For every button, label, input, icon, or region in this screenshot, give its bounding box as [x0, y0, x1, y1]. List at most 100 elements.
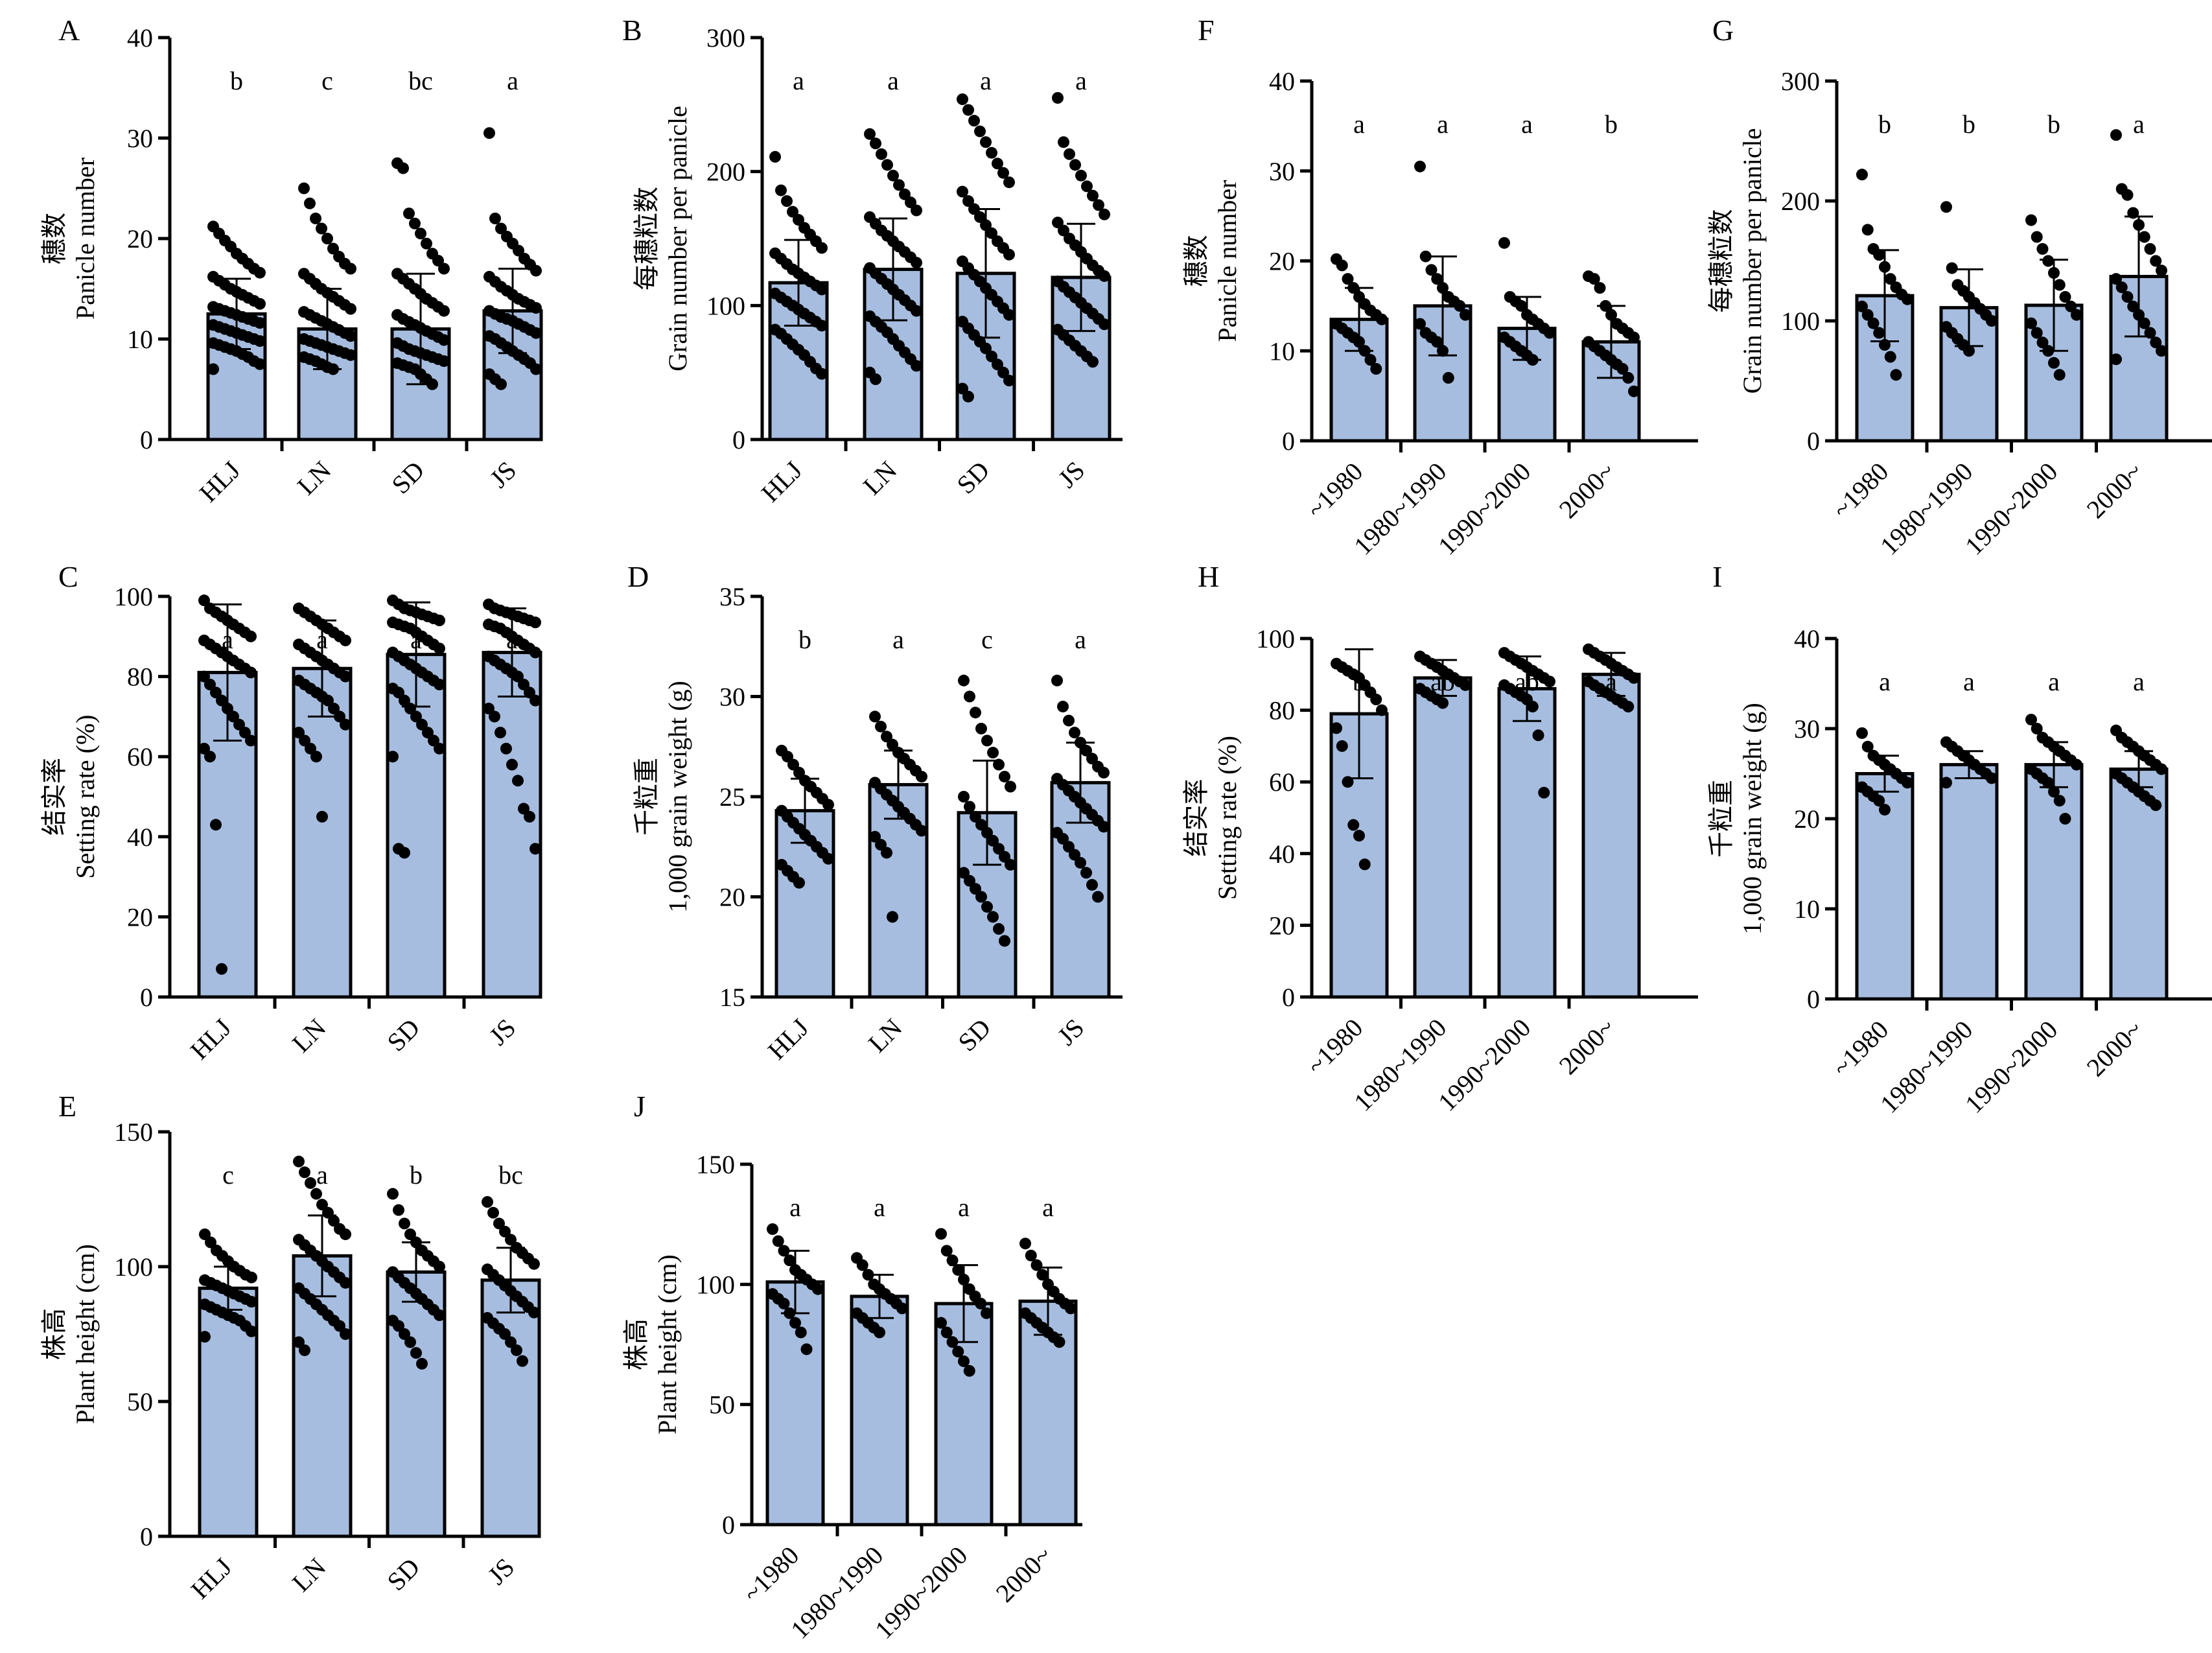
panel-g-data-point [1946, 262, 1958, 274]
panel-a-y-tick-label: 40 [127, 23, 153, 53]
panel-j-category-label: 2000~ [990, 1541, 1058, 1608]
panel-j-data-point [862, 1269, 874, 1281]
panel-g-data-point [1861, 224, 1874, 236]
panel-c-data-point [518, 803, 530, 815]
panel-c-data-point [512, 670, 524, 683]
panel-e-data-point [316, 1199, 328, 1211]
panel-d-data-point [970, 707, 981, 719]
panel-e-data-point [340, 1228, 351, 1241]
panel-d-y-tick-label: 35 [719, 582, 745, 611]
panel-g-ylabel-cn: 每穗粒数 [1706, 209, 1736, 313]
panel-g-data-point [1879, 261, 1891, 273]
panel-g-data-point [1873, 249, 1885, 261]
panel-j-ylabel: Plant height (cm) [653, 1254, 682, 1435]
panel-e-data-point [482, 1196, 493, 1208]
panel-b-data-point [816, 368, 828, 380]
panel-d-data-point [1098, 766, 1110, 779]
panel-b-data-point [1099, 208, 1110, 220]
panel-j-data-point [952, 1346, 964, 1358]
panel-a-significance-letter: bc [408, 66, 433, 95]
panel-b-data-point [1058, 224, 1069, 237]
panel-c-data-point [299, 734, 310, 747]
panel-c-data-point [245, 630, 257, 642]
panel-h-category-label: 1980~1990 [1348, 1013, 1452, 1117]
panel-c-data-point [198, 742, 210, 755]
panel-a-data-point [403, 207, 415, 220]
panel-i-data-point [2059, 813, 2071, 825]
panel-j-data-point [1030, 1259, 1043, 1271]
panel-b-data-point [911, 360, 922, 372]
panel-d-data-point [1098, 821, 1110, 833]
panel-e-data-point [328, 1215, 340, 1227]
panel-j-data-point [1019, 1237, 1031, 1250]
panel-c-data-point [530, 616, 541, 629]
panel-h-bar [1497, 686, 1557, 999]
panel-f-significance-letter: a [1437, 110, 1449, 139]
panel-d-data-point [1057, 700, 1069, 712]
panel-g-y-tick-label: 300 [1781, 67, 1820, 96]
panel-g-data-point [2144, 243, 2156, 255]
panel-a-data-point [254, 335, 266, 347]
panel-g-data-point [2110, 353, 2122, 366]
panel-c-data-point [434, 642, 445, 655]
panel-g-significance-letter: b [2047, 110, 2060, 139]
panel-i-y-tick-label: 20 [1794, 804, 1820, 834]
panel-b-data-point [793, 214, 804, 226]
panel-b-data-point [816, 283, 828, 296]
panel-b-data-point [992, 358, 1003, 371]
panel-a-y-tick-label: 20 [127, 224, 153, 253]
panel-a-ylabel: Panicle number [71, 158, 100, 320]
panel-f-data-point [1437, 345, 1449, 357]
panel-d-data-point [1080, 744, 1092, 756]
panel-e-data-point [199, 1228, 211, 1241]
panel-a-data-point [345, 349, 356, 361]
panel-d-data-point [993, 922, 1005, 935]
panel-e-data-point [434, 1309, 445, 1321]
panel-b-data-point [997, 366, 1009, 379]
panel-g-data-point [2150, 255, 2162, 267]
panel-c-data-point [340, 670, 351, 683]
panel-j-data-point [935, 1228, 947, 1240]
panel-a-data-point [495, 222, 507, 235]
panel-h-y-tick-label: 20 [1269, 911, 1295, 940]
panel-e-data-point [310, 1188, 322, 1200]
panel-g-data-point [1986, 315, 1997, 327]
panel-f-data-point [1515, 299, 1528, 312]
panel-g-data-point [1856, 300, 1868, 312]
panel-f-data-point [1431, 336, 1443, 348]
panel-d-data-point [875, 839, 887, 851]
panel-f-data-point [1526, 354, 1539, 366]
panel-c-data-point [305, 742, 316, 755]
panel-e-data-point [410, 1347, 422, 1359]
panel-f-y-tick-label: 20 [1269, 247, 1295, 276]
panel-i-y-tick-label: 40 [1794, 624, 1820, 653]
panel-i-significance-letter: a [2048, 667, 2060, 696]
panel-c-data-point [293, 727, 305, 739]
panel-c-data-point [524, 810, 535, 823]
panel-h-data-point [1353, 830, 1365, 842]
panel-g-data-point [1861, 309, 1874, 321]
panel-e-data-point [293, 1155, 305, 1167]
panel-h-significance-letter: ab [1515, 667, 1539, 696]
panel-c-data-point [489, 710, 500, 723]
panel-d-data-point [787, 758, 799, 771]
panel-j-data-point [896, 1302, 908, 1315]
panel-h: 0 20 40 60 80 100 结实率 Setting rate (%) b ~1980 ab 1… [1182, 624, 1698, 1117]
panel-b-data-point [968, 203, 980, 215]
panel-f-data-point [1336, 259, 1348, 272]
panel-e-data-point [528, 1306, 540, 1319]
panel-letter-B: B [622, 14, 642, 47]
panel-c-data-point [518, 678, 530, 690]
panel-c-y-tick-label: 100 [114, 582, 153, 611]
panel-a-ylabel-cn: 穗数 [40, 213, 69, 264]
panel-g-data-point [1963, 345, 1975, 357]
panel-e-data-point [499, 1225, 511, 1237]
panel-a-data-point [426, 378, 438, 390]
panel-b-data-point [1052, 92, 1064, 104]
panel-b-y-tick-label: 0 [732, 425, 745, 454]
panel-g-data-point [2048, 357, 2060, 369]
panel-g-data-point [1940, 201, 1952, 213]
panel-c-data-point [428, 734, 439, 747]
panel-f-data-point [1628, 385, 1640, 397]
